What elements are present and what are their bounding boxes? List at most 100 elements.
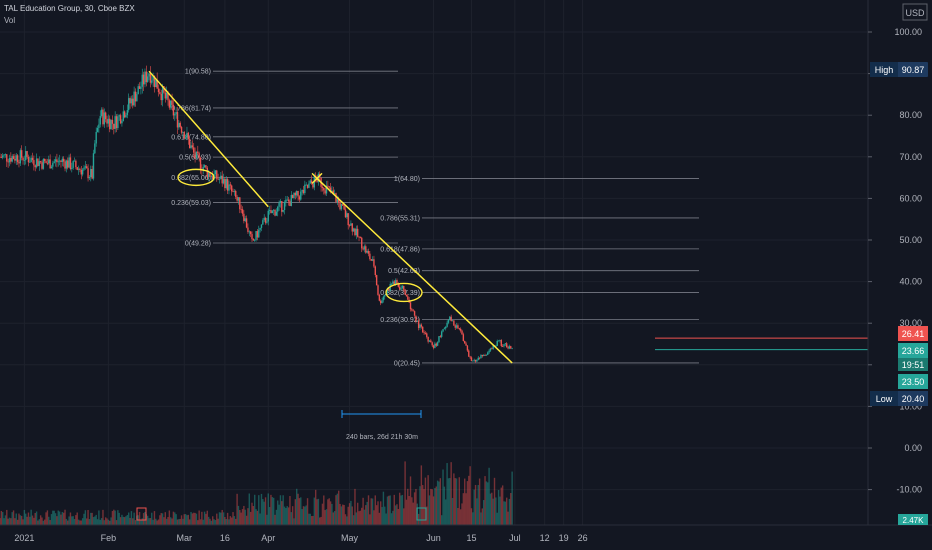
price-axis[interactable] bbox=[868, 0, 932, 525]
trend-lines[interactable] bbox=[148, 70, 513, 364]
volume-bar bbox=[240, 512, 242, 525]
volume-bar bbox=[462, 493, 465, 525]
candle-body bbox=[359, 237, 362, 238]
candle-body bbox=[207, 172, 210, 178]
volume-bar bbox=[174, 512, 176, 525]
volume-bar bbox=[473, 489, 475, 525]
x-tick-label: 15 bbox=[466, 533, 476, 543]
candle-body bbox=[308, 183, 310, 188]
volume-bar bbox=[317, 498, 320, 525]
volume-bar bbox=[488, 467, 490, 525]
volume-bar bbox=[12, 510, 15, 525]
annotations[interactable]: 240 bars, 26d 21h 30m bbox=[136, 168, 898, 521]
candle-body bbox=[107, 118, 110, 124]
candle-body bbox=[14, 158, 16, 161]
fib-level-label: 0.236(59.03) bbox=[171, 200, 211, 207]
candle-body bbox=[229, 184, 232, 186]
candle-body bbox=[457, 325, 459, 329]
volume-bar bbox=[207, 516, 210, 525]
volume-bar bbox=[198, 510, 200, 525]
candle-body bbox=[405, 294, 408, 297]
candle-body bbox=[122, 111, 124, 121]
candle-body bbox=[370, 259, 372, 261]
candle-body bbox=[187, 132, 190, 140]
candle-body bbox=[390, 283, 393, 285]
candle-body bbox=[94, 143, 96, 154]
volume-bar bbox=[289, 496, 291, 525]
candle-body bbox=[186, 132, 188, 138]
candle-body bbox=[365, 246, 367, 253]
volume-bar bbox=[34, 512, 36, 525]
volume-bar bbox=[457, 508, 459, 525]
volume-bar bbox=[134, 520, 137, 525]
candle-body bbox=[507, 347, 509, 349]
candle-body bbox=[34, 165, 36, 168]
volume-bars bbox=[0, 461, 513, 525]
candle-body bbox=[252, 239, 255, 241]
volume-bar bbox=[281, 501, 283, 525]
volume-bar bbox=[168, 510, 171, 525]
volume-bar bbox=[258, 495, 260, 525]
volume-bar bbox=[42, 520, 45, 525]
candle-body bbox=[103, 112, 106, 125]
volume-bar bbox=[510, 493, 512, 525]
volume-bar bbox=[212, 516, 214, 525]
candle-body bbox=[397, 283, 400, 287]
volume-bar bbox=[49, 520, 51, 525]
volume-bar bbox=[230, 517, 233, 525]
candle-body bbox=[236, 196, 238, 201]
candle-body bbox=[476, 359, 478, 362]
red-price-value: 26.41 bbox=[902, 329, 925, 339]
volume-bar bbox=[451, 497, 454, 525]
volume-bar bbox=[61, 512, 64, 525]
bar-countdown: 19:51 bbox=[902, 360, 925, 370]
volume-bar bbox=[274, 514, 276, 525]
candle-body bbox=[403, 285, 405, 290]
candle-body bbox=[60, 160, 62, 162]
candle-body bbox=[48, 159, 50, 164]
volume-bar bbox=[151, 512, 153, 525]
candle-body bbox=[33, 160, 35, 166]
volume-bar bbox=[144, 511, 146, 525]
volume-bar bbox=[187, 514, 190, 525]
candle-body bbox=[378, 294, 381, 301]
candle-body bbox=[95, 131, 97, 144]
volume-bar bbox=[455, 478, 458, 525]
volume-bar bbox=[84, 510, 87, 525]
candle-body bbox=[11, 156, 13, 162]
volume-bar bbox=[381, 507, 383, 525]
candle-body bbox=[272, 209, 275, 211]
candle-body bbox=[445, 326, 447, 329]
volume-bar bbox=[197, 520, 199, 525]
volume-bar bbox=[176, 519, 179, 525]
candle-body bbox=[281, 201, 283, 212]
volume-bar bbox=[210, 520, 213, 525]
currency-box[interactable] bbox=[902, 3, 928, 21]
volume-bar bbox=[73, 518, 76, 525]
volume-bar bbox=[178, 519, 180, 525]
candle-body bbox=[235, 190, 237, 197]
time-axis[interactable] bbox=[0, 525, 932, 550]
volume-bar bbox=[487, 482, 489, 525]
volume-bar bbox=[241, 509, 244, 525]
volume-bar bbox=[76, 512, 78, 525]
volume-bar bbox=[11, 512, 13, 525]
low-label: Low bbox=[876, 394, 893, 404]
candle-body bbox=[110, 119, 112, 130]
candle-body bbox=[381, 300, 383, 304]
volume-bar bbox=[500, 487, 502, 525]
volume-bar bbox=[106, 518, 108, 525]
candle-body bbox=[478, 357, 481, 359]
volume-bar bbox=[202, 519, 204, 525]
candle-body bbox=[352, 228, 355, 232]
candle-body bbox=[145, 71, 148, 83]
volume-bar bbox=[511, 471, 513, 525]
candle-body bbox=[499, 340, 501, 341]
candle-body bbox=[247, 227, 249, 232]
volume-bar bbox=[393, 494, 395, 525]
volume-bar bbox=[195, 513, 198, 525]
volume-bar bbox=[470, 508, 473, 525]
volume-bar bbox=[400, 495, 402, 525]
candle-body bbox=[19, 150, 22, 164]
